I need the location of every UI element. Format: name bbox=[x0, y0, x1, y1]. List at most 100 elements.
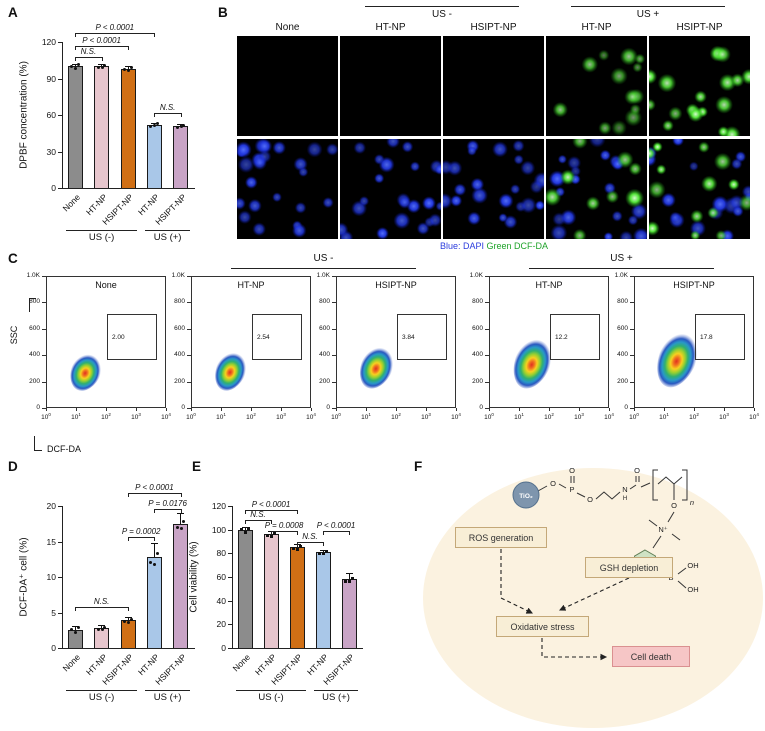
y-tick bbox=[228, 553, 232, 555]
data-point bbox=[70, 64, 74, 68]
y-tick bbox=[58, 115, 62, 116]
y-tick-label: 120 bbox=[211, 501, 226, 511]
bar bbox=[173, 125, 189, 188]
flow-y-tick bbox=[630, 276, 634, 277]
gsh-depletion-box: GSH depletion bbox=[585, 557, 673, 578]
oxidative-stress-box: Oxidative stress bbox=[496, 616, 589, 637]
error-bar bbox=[180, 513, 182, 535]
micrograph-image bbox=[649, 36, 750, 136]
flow-plot: None 2.00 bbox=[46, 276, 166, 408]
data-point bbox=[149, 124, 153, 128]
flow-y-tick bbox=[332, 355, 336, 357]
significance-bracket bbox=[75, 33, 155, 35]
y-tick-label: 5 bbox=[51, 607, 56, 618]
bracket-tick bbox=[101, 56, 103, 61]
flow-x-tick-label: 104 bbox=[451, 412, 461, 422]
flow-y-tick bbox=[42, 328, 46, 330]
significance-bracket bbox=[271, 530, 297, 532]
bracket-tick bbox=[297, 530, 298, 535]
condition-header: US + bbox=[636, 9, 660, 20]
flow-y-tick-label: 800 bbox=[319, 298, 330, 306]
data-point bbox=[127, 68, 130, 72]
stain-caption: Blue: DAPI Green DCF-DA bbox=[237, 241, 751, 251]
error-cap bbox=[177, 513, 185, 515]
significance-label: P < 0.0001 bbox=[316, 520, 356, 530]
micrograph-column-title: HSIPT-NP bbox=[470, 22, 517, 33]
bracket-tick bbox=[180, 493, 182, 498]
bracket-tick bbox=[271, 520, 272, 525]
flow-plot-title: HT-NP bbox=[237, 280, 265, 290]
error-cap bbox=[71, 625, 79, 627]
gate-percentage: 17.8 bbox=[700, 333, 713, 341]
error-bar bbox=[153, 542, 155, 572]
gate-percentage: 3.84 bbox=[402, 333, 415, 341]
micrograph-image bbox=[237, 36, 338, 136]
density-blob bbox=[208, 340, 256, 397]
flow-x-tick bbox=[518, 408, 520, 411]
group-label: US (-) bbox=[88, 232, 115, 243]
flow-x-tick bbox=[105, 408, 107, 411]
bracket-tick bbox=[128, 606, 129, 611]
x-axis bbox=[232, 648, 363, 649]
flow-y-tick-label: 0 bbox=[181, 404, 185, 411]
micrograph-image bbox=[546, 139, 647, 239]
flow-y-tick-label: 400 bbox=[472, 351, 483, 359]
y-tick-label: 90 bbox=[46, 73, 56, 84]
panel-a-label: A bbox=[8, 5, 18, 20]
pathway-arrows bbox=[500, 549, 630, 661]
flow-y-tick bbox=[485, 355, 489, 357]
error-cap bbox=[71, 63, 79, 65]
flow-y-tick-label: 800 bbox=[174, 298, 185, 306]
gate-percentage: 2.54 bbox=[257, 333, 270, 341]
data-point bbox=[74, 67, 78, 71]
bracket-tick bbox=[75, 45, 77, 50]
condition-header-line bbox=[231, 268, 416, 269]
flow-y-tick-label: 0 bbox=[36, 404, 40, 411]
error-cap bbox=[177, 124, 185, 126]
bar bbox=[341, 579, 357, 648]
condition-header-line bbox=[571, 6, 725, 7]
error-cap bbox=[124, 617, 132, 619]
data-point bbox=[344, 580, 347, 584]
y-tick bbox=[58, 648, 62, 649]
error-bar bbox=[127, 66, 129, 72]
data-point bbox=[350, 576, 354, 580]
flow-y-tick-label: 400 bbox=[29, 351, 40, 359]
flow-x-tick-label: 103 bbox=[421, 412, 431, 422]
density-blob bbox=[352, 333, 403, 395]
data-point bbox=[348, 580, 351, 584]
flow-plot-title: HT-NP bbox=[535, 280, 563, 290]
flow-y-tick-label: 0 bbox=[479, 404, 483, 411]
group-line bbox=[66, 690, 137, 691]
flow-x-tick-label: 104 bbox=[161, 412, 171, 422]
flow-y-tick bbox=[485, 408, 489, 409]
significance-label: N.S. bbox=[93, 596, 110, 606]
micrograph-column-title: HT-NP bbox=[581, 22, 612, 33]
panel-b-label: B bbox=[218, 5, 228, 20]
flow-y-tick bbox=[42, 408, 46, 409]
flow-y-tick-label: 600 bbox=[29, 324, 40, 332]
flow-y-tick-label: 400 bbox=[174, 351, 185, 359]
flow-y-tick bbox=[187, 276, 191, 277]
flow-y-tick bbox=[332, 408, 336, 409]
y-tick bbox=[228, 648, 232, 649]
flow-plot: HSIPT-NP 17.8 bbox=[634, 276, 754, 408]
tio2-label: TiO₂ bbox=[519, 493, 533, 500]
significance-bracket bbox=[75, 606, 128, 608]
oh-group: OH bbox=[687, 561, 698, 570]
flow-y-tick bbox=[630, 302, 634, 304]
y-tick-label: 20 bbox=[216, 619, 226, 630]
ros-generation-box: ROS generation bbox=[455, 527, 547, 548]
flow-plot-title: HSIPT-NP bbox=[375, 280, 417, 290]
bar bbox=[173, 523, 189, 648]
dpbf-concentration-chart: 0 30 60 90 120 None HT-NP HSIPT-NP HT-NP HSIPT-NP… bbox=[10, 14, 222, 262]
bar bbox=[67, 629, 83, 648]
data-point bbox=[240, 528, 243, 532]
flow-y-tick-label: 600 bbox=[319, 324, 330, 332]
data-point bbox=[74, 630, 78, 634]
y-tick-label: 0 bbox=[51, 183, 56, 193]
bar bbox=[315, 552, 331, 648]
flow-x-tick-label: 103 bbox=[719, 412, 729, 422]
error-bar bbox=[348, 573, 350, 586]
flow-x-tick bbox=[693, 408, 695, 411]
